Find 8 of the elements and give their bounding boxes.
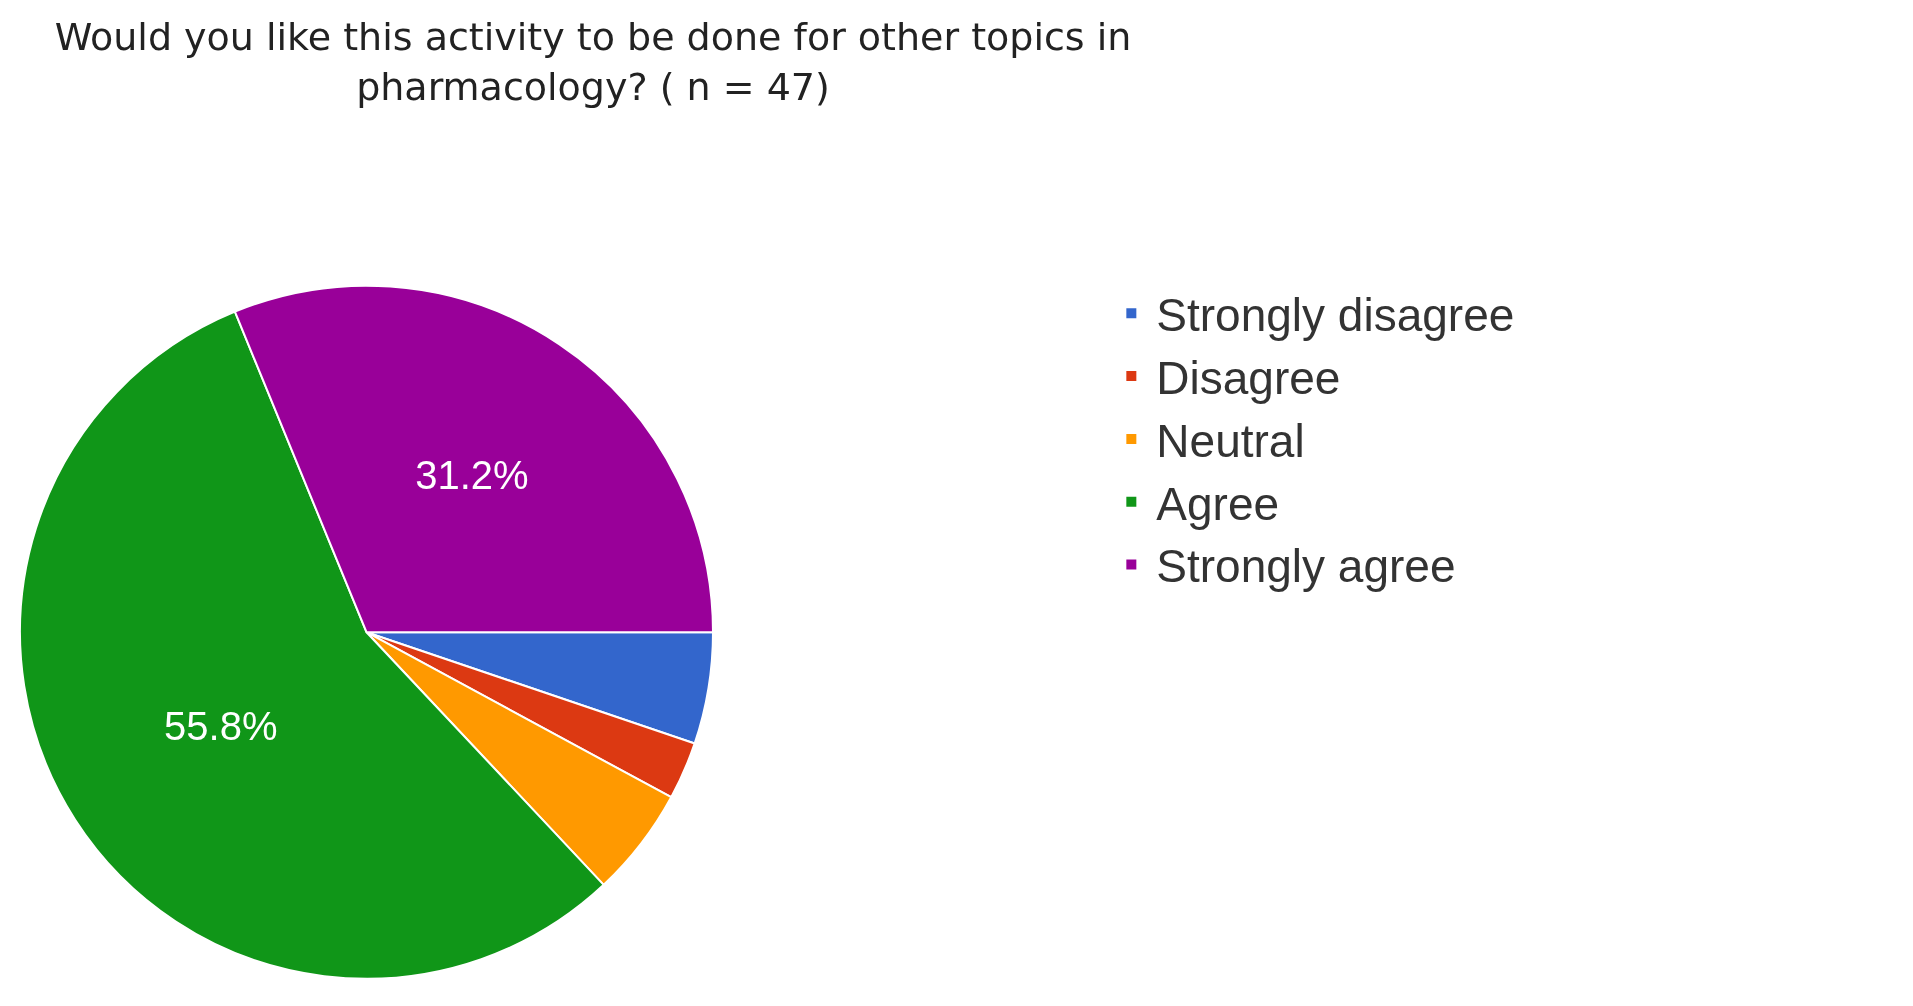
legend-label: Neutral [1156, 414, 1305, 467]
data-label: 31.2% [415, 453, 529, 497]
legend-label: Disagree [1156, 352, 1341, 405]
legend-label: Agree [1156, 477, 1280, 530]
chart-title: Would you like this activity to be done for other topics in pharmacology? ( n = 47) [54, 15, 1132, 109]
data-label: 55.8% [164, 703, 278, 748]
legend-label: Strongly agree [1156, 540, 1456, 593]
legend-label: Strongly disagree [1156, 289, 1515, 342]
